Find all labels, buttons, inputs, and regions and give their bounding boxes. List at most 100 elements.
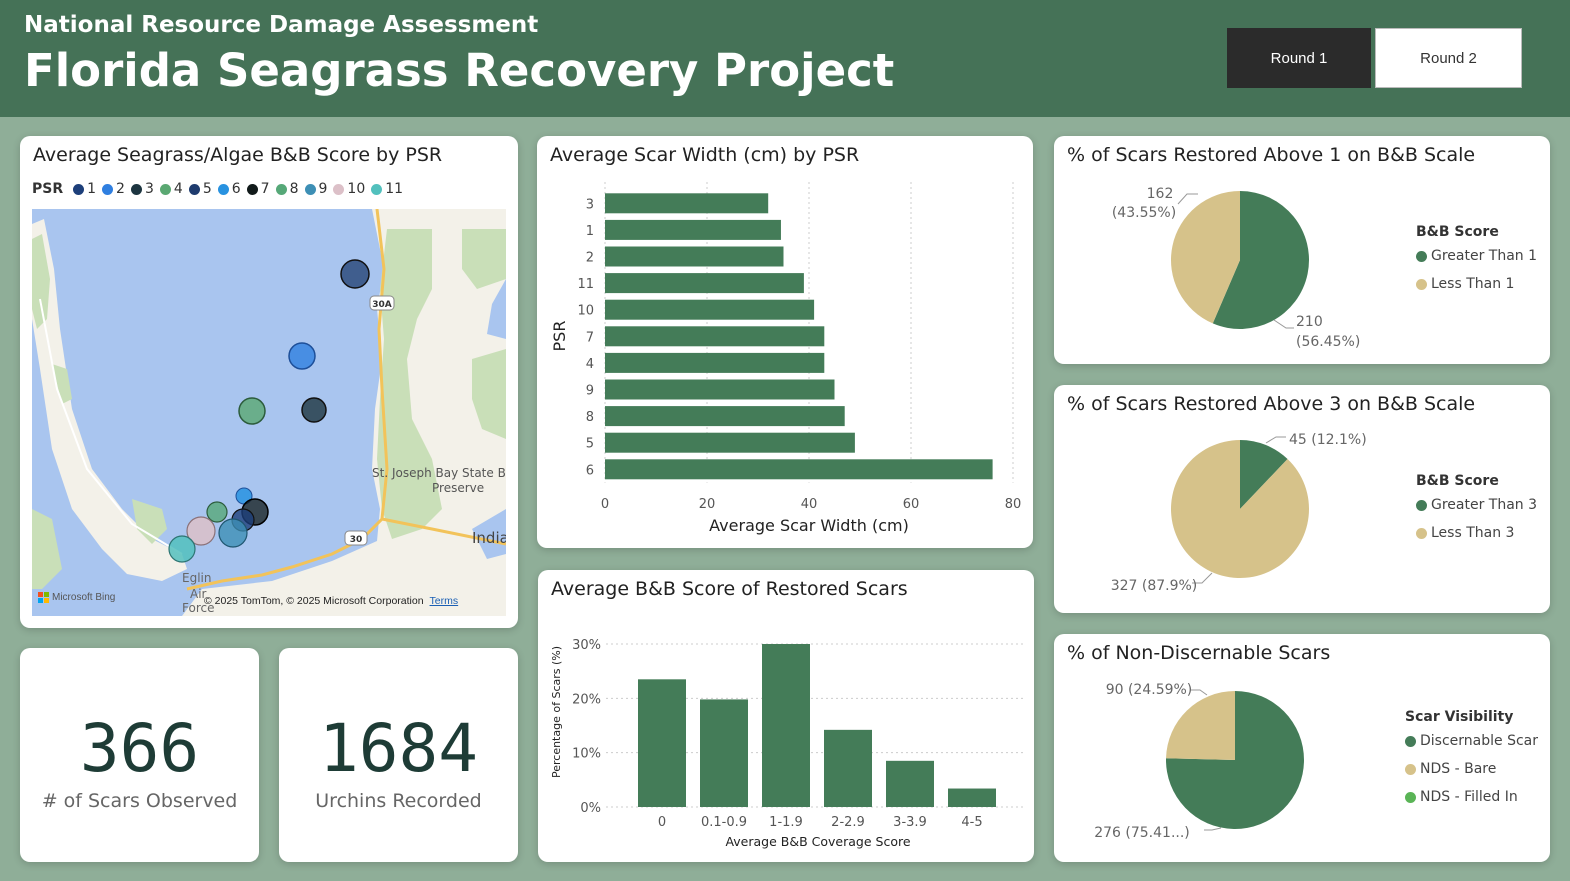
peninsula-road [39, 298, 183, 555]
pie-slice-greater-than-3[interactable] [1240, 440, 1288, 509]
legend-label: Less Than 1 [1431, 276, 1515, 292]
bar-score-2-2.9[interactable] [824, 729, 872, 807]
bar-score-0[interactable] [638, 679, 686, 807]
park-label: St. Joseph Bay State Bu [372, 466, 506, 480]
legend-nds-bare[interactable]: NDS - Bare [1405, 761, 1538, 777]
psr-legend-item-8[interactable]: 8 [275, 181, 299, 197]
y-tick-label: 2 [586, 251, 594, 266]
pie-3-title: % of Non-Discernable Scars [1067, 642, 1331, 664]
pie-slice-nds-bare[interactable] [1166, 691, 1235, 760]
bar-psr-7[interactable] [605, 326, 825, 347]
pie-slice-greater-than-1[interactable] [1212, 191, 1309, 329]
psr-legend-item-9[interactable]: 9 [304, 181, 327, 197]
legend-label: Greater Than 1 [1431, 248, 1538, 264]
bar-psr-10[interactable] [605, 299, 815, 320]
pie-2-title: % of Scars Restored Above 3 on B&B Scale [1067, 393, 1476, 415]
legend-greater-than-3[interactable]: Greater Than 3 [1416, 497, 1537, 513]
page-header: National Resource Damage Assessment Flor… [0, 0, 1570, 117]
legend-dot [1405, 791, 1416, 803]
y-axis-title: Percentage of Scars (%) [550, 646, 563, 778]
round-1-button[interactable]: Round 1 [1227, 28, 1371, 88]
legend-label: 5 [202, 181, 212, 197]
legend-label: 11 [385, 181, 404, 197]
legend-label: Discernable Scar [1420, 733, 1538, 749]
southeast-water [472, 509, 506, 559]
legend-dot [275, 183, 287, 195]
attribution-text: © 2025 TomTom, © 2025 Microsoft Corporat… [204, 595, 424, 607]
legend-dot [159, 183, 171, 195]
bar-score-4-5[interactable] [948, 788, 996, 807]
map-view[interactable]: 30A 30 St. Joseph Bay State Bu Preserve … [32, 209, 506, 616]
bar-psr-9[interactable] [605, 379, 835, 400]
y-axis-title: PSR [550, 321, 569, 352]
legend-label: 8 [289, 181, 299, 197]
pie-slice-less-than-1[interactable] [1171, 191, 1240, 324]
bar-psr-6[interactable] [605, 459, 993, 480]
page-title: Florida Seagrass Recovery Project [24, 44, 895, 97]
psr-legend-item-11[interactable]: 11 [371, 181, 403, 197]
bb-score-title: Average B&B Score of Restored Scars [551, 578, 908, 600]
psr-legend-item-1[interactable]: 1 [73, 181, 96, 197]
bar-psr-11[interactable] [605, 273, 804, 294]
psr-legend-item-7[interactable]: 7 [246, 181, 270, 197]
pie-chart-above-3: 45 (12.1%) 327 (87.9%) [1111, 432, 1367, 594]
psr-legend-item-10[interactable]: 10 [333, 181, 365, 197]
bar-psr-8[interactable] [605, 406, 845, 427]
legend-dot [102, 183, 114, 195]
map-attribution: © 2025 TomTom, © 2025 Microsoft Corporat… [204, 595, 458, 607]
x-tick-label: 1-1.9 [769, 815, 803, 830]
legend-dot [304, 183, 316, 195]
scar-width-title: Average Scar Width (cm) by PSR [550, 144, 860, 166]
psr-marker-10[interactable] [186, 516, 216, 546]
psr-marker-11[interactable] [168, 535, 196, 563]
town-label: India [472, 529, 506, 547]
bar-psr-5[interactable] [605, 432, 855, 453]
y-tick-label: 30% [572, 638, 601, 653]
psr-marker-2[interactable] [288, 342, 316, 370]
legend-discernable[interactable]: Discernable Scar [1405, 733, 1538, 749]
x-tick-label: 0 [658, 815, 666, 830]
x-tick-label: 0 [601, 497, 609, 512]
psr-legend-item-6[interactable]: 6 [217, 181, 241, 197]
pie-slice-less-than-3[interactable] [1171, 440, 1309, 578]
legend-label: 2 [116, 181, 125, 197]
park-area-east [472, 349, 506, 439]
map-canvas[interactable]: 30A 30 St. Joseph Bay State Bu Preserve … [32, 209, 506, 616]
round-2-button[interactable]: Round 2 [1375, 28, 1522, 88]
legend-greater-than-1[interactable]: Greater Than 1 [1416, 248, 1537, 264]
bar-psr-1[interactable] [605, 219, 781, 240]
legend-nds-filled[interactable]: NDS - Filled In [1405, 789, 1538, 805]
legend-label: 1 [87, 181, 97, 197]
bar-psr-2[interactable] [605, 246, 784, 267]
bar-score-3-3.9[interactable] [886, 760, 934, 807]
y-tick-label: 9 [586, 384, 594, 399]
legend-less-than-1[interactable]: Less Than 1 [1416, 276, 1537, 292]
psr-marker-9[interactable] [218, 518, 248, 548]
bar-psr-4[interactable] [605, 352, 825, 373]
bar-score-1-1.9[interactable] [762, 644, 810, 807]
bing-logo: Microsoft Bing [38, 592, 115, 603]
pie-chart-above-1: 162 (43.55%) 210 (56.45%) [1112, 186, 1360, 350]
y-tick-label: 10% [572, 747, 601, 762]
psr-legend-item-3[interactable]: 3 [130, 181, 154, 197]
bar-score-0.1-0.9[interactable] [700, 699, 748, 807]
road-30a-label: 30A [372, 300, 392, 310]
psr-marker-4[interactable] [238, 397, 266, 425]
x-tick-label: 2-2.9 [831, 815, 865, 830]
pie-data-label: 90 (24.59%) [1106, 682, 1193, 698]
psr-marker-8[interactable] [206, 501, 228, 523]
bar-psr-3[interactable] [605, 193, 769, 214]
x-axis-title: Average B&B Coverage Score [725, 834, 910, 849]
psr-marker-5[interactable] [340, 259, 370, 289]
pie-card-above-3: % of Scars Restored Above 3 on B&B Scale… [1054, 385, 1550, 613]
terms-link[interactable]: Terms [429, 595, 459, 607]
legend-dot [333, 183, 345, 195]
psr-legend-item-2[interactable]: 2 [102, 181, 125, 197]
legend-less-than-3[interactable]: Less Than 3 [1416, 525, 1537, 541]
psr-legend-item-5[interactable]: 5 [188, 181, 212, 197]
psr-legend-item-4[interactable]: 4 [159, 181, 183, 197]
y-tick-label: 6 [586, 463, 594, 478]
psr-marker-3[interactable] [301, 397, 327, 423]
legend-label: 3 [144, 181, 154, 197]
park-label-line2: Preserve [432, 481, 484, 495]
